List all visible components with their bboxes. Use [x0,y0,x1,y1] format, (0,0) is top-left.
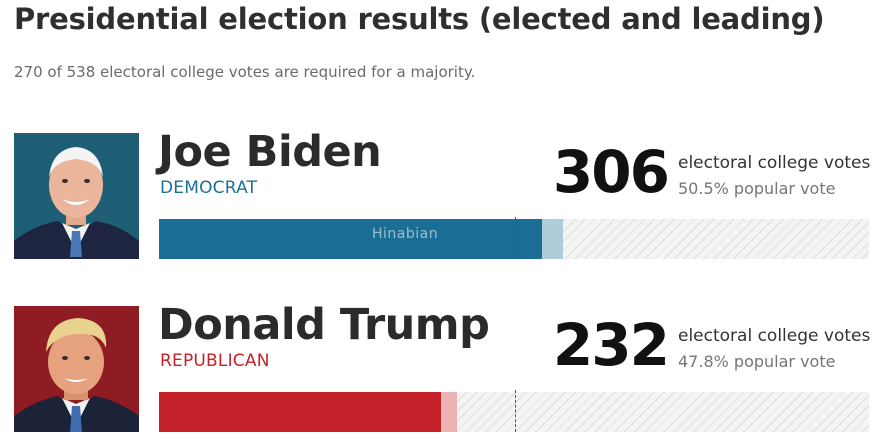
watermark-text: Hinabian [372,226,439,242]
electoral-progress-bar [159,390,869,432]
electoral-vote-label: electoral college votes [678,326,871,346]
candidate-name: Joe Biden [158,127,382,177]
candidate-name: Donald Trump [158,300,490,350]
candidate-row-biden: Joe Biden DEMOCRAT 306 electoral college… [0,127,882,263]
popular-vote-label: 47.8% popular vote [678,352,836,371]
electoral-vote-count: 232 [552,311,670,379]
bar-segment-won [159,392,442,432]
popular-vote-label: 50.5% popular vote [678,179,836,198]
bar-segment-won [159,219,542,259]
candidate-photo-biden [14,133,139,259]
page-title: Presidential election results (elected a… [14,2,825,36]
candidate-row-trump: Donald Trump REPUBLICAN 232 electoral co… [0,300,882,436]
majority-threshold-line [514,390,516,432]
majority-threshold-line [514,217,516,259]
candidate-photo-trump [14,306,139,432]
page-subtitle: 270 of 538 electoral college votes are r… [14,63,476,81]
electoral-vote-label: electoral college votes [678,153,871,173]
party-label: REPUBLICAN [160,351,270,371]
party-label: DEMOCRAT [160,178,258,198]
electoral-vote-count: 306 [552,138,670,206]
electoral-progress-bar [159,217,869,259]
